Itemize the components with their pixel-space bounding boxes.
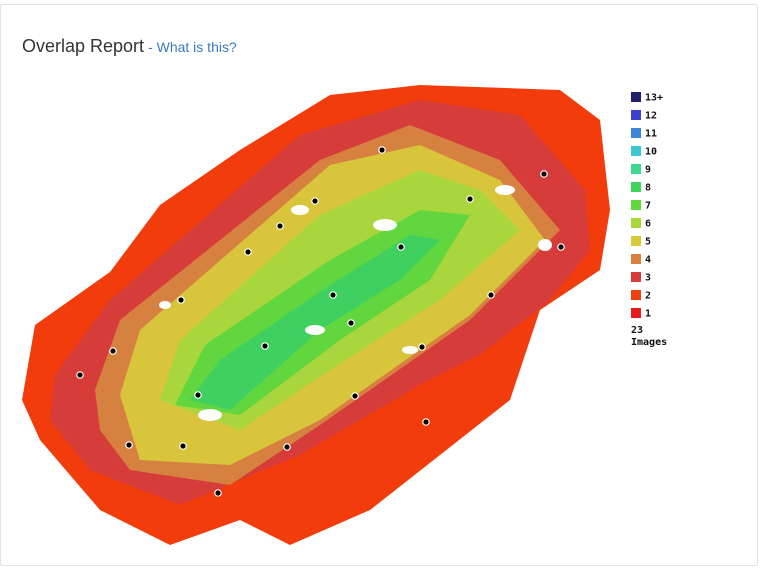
overlap-area-8 bbox=[190, 235, 440, 410]
legend-swatch bbox=[631, 200, 641, 210]
image-count: 23 bbox=[631, 325, 643, 336]
legend-label: 6 bbox=[645, 219, 651, 230]
legend-swatch bbox=[631, 182, 641, 192]
title-text: Overlap Report bbox=[22, 36, 145, 56]
camera-positions bbox=[76, 146, 565, 497]
image-unit: Images bbox=[631, 337, 667, 348]
legend-swatch bbox=[631, 290, 641, 300]
report-card bbox=[0, 4, 758, 566]
legend-label: 9 bbox=[645, 165, 651, 176]
legend-label: 2 bbox=[645, 291, 651, 302]
legend-swatch bbox=[631, 128, 641, 138]
legend-label: 12 bbox=[645, 111, 657, 122]
legend-label: 10 bbox=[645, 147, 657, 158]
gaps bbox=[159, 185, 552, 421]
legend-swatch bbox=[631, 146, 641, 156]
legend-label: 8 bbox=[645, 183, 651, 194]
help-link[interactable]: - What is this? bbox=[148, 39, 237, 55]
legend-label: 1 bbox=[645, 309, 651, 320]
legend-swatch bbox=[631, 92, 641, 102]
legend-swatch bbox=[631, 254, 641, 264]
legend-swatch bbox=[631, 236, 641, 246]
legend-label: 4 bbox=[645, 255, 651, 266]
legend-label: 13+ bbox=[645, 93, 663, 104]
legend-label: 5 bbox=[645, 237, 651, 248]
legend-label: 11 bbox=[645, 129, 657, 140]
legend-swatch bbox=[631, 218, 641, 228]
legend-swatch bbox=[631, 110, 641, 120]
legend-swatch bbox=[631, 164, 641, 174]
legend-label: 7 bbox=[645, 201, 651, 212]
legend-swatch bbox=[631, 272, 641, 282]
report-title: Overlap Report - What is this? bbox=[22, 36, 237, 57]
legend-swatch bbox=[631, 308, 641, 318]
legend-label: 3 bbox=[645, 273, 651, 284]
